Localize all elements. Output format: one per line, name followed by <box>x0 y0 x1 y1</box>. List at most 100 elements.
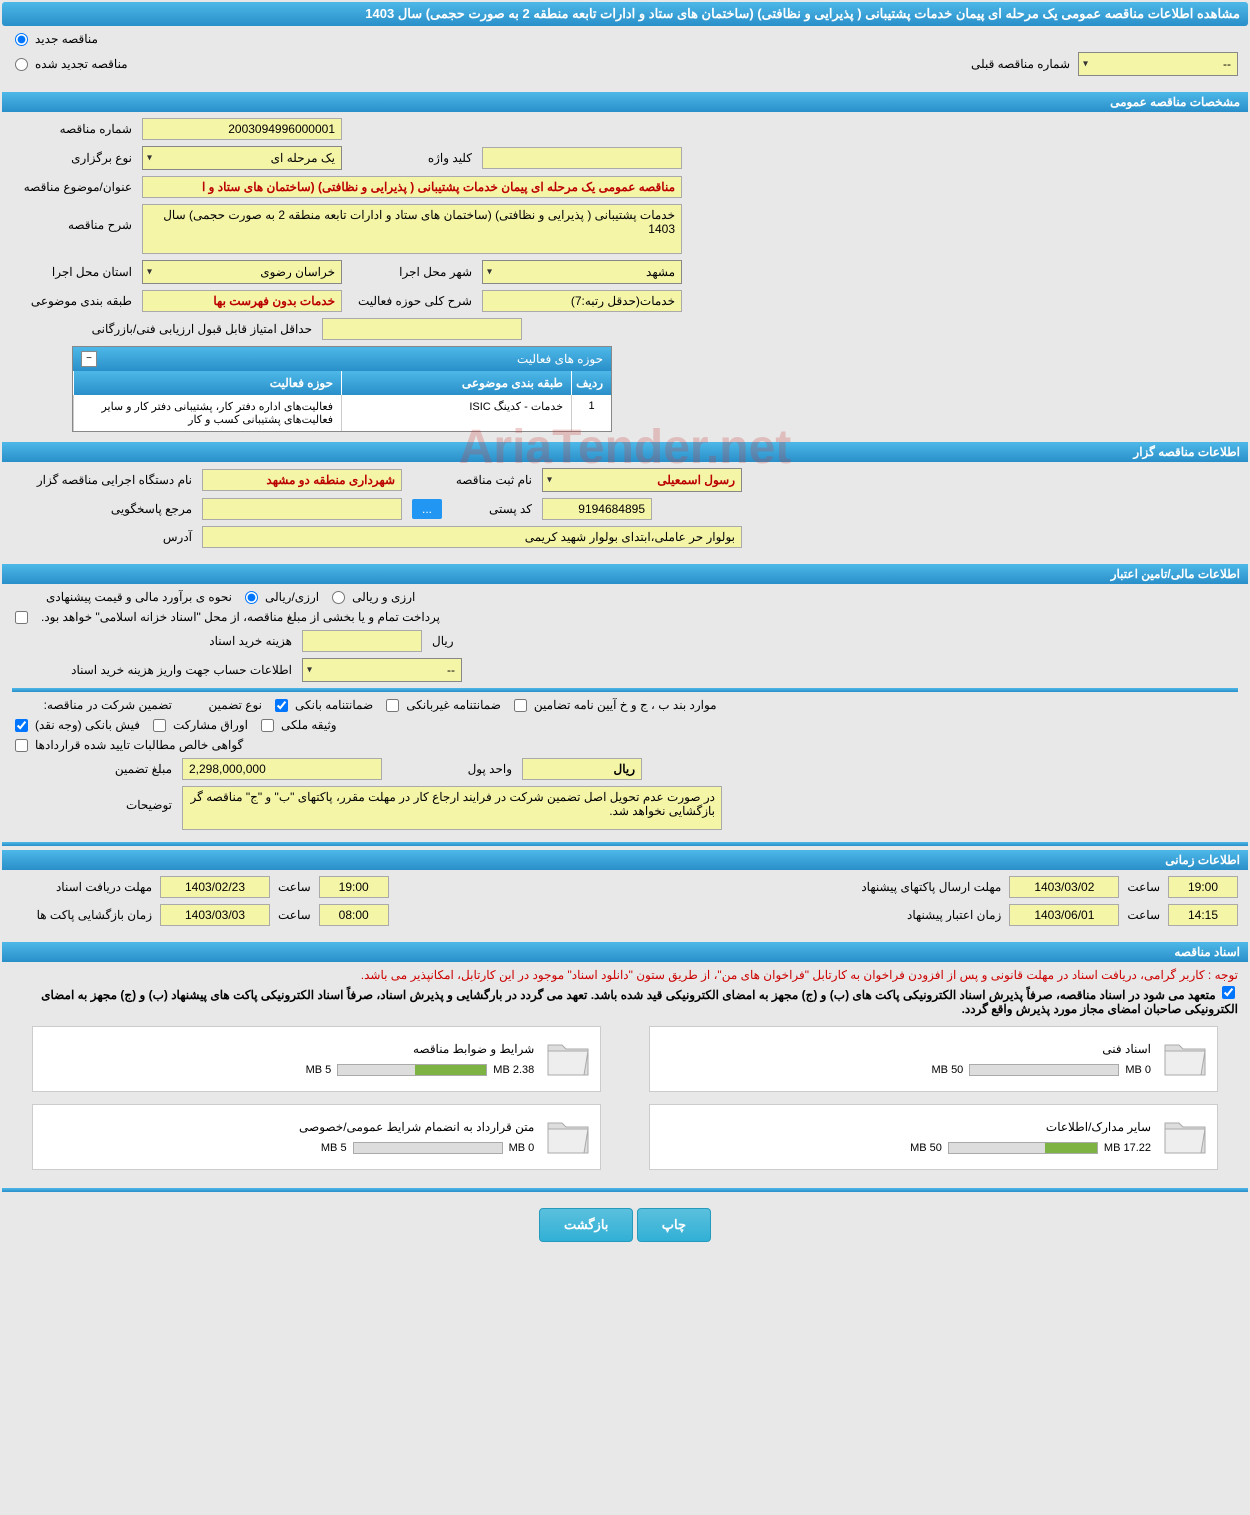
time-label-1: ساعت <box>278 880 311 894</box>
validity-time-field: 14:15 <box>1168 904 1238 926</box>
opening-label: زمان بازگشایی پاکت ها <box>12 908 152 922</box>
doc-used: 17.22 MB <box>1104 1142 1151 1154</box>
folder-icon <box>544 1035 592 1083</box>
radio-currency[interactable]: ارزی و ریالی <box>329 590 415 604</box>
keyword-field[interactable] <box>482 147 682 169</box>
account-info-select[interactable]: -- ▾ <box>302 658 462 682</box>
validity-date-field: 1403/06/01 <box>1009 904 1119 926</box>
holding-type-label: نوع برگزاری <box>12 151 132 165</box>
time-label-2: ساعت <box>1127 880 1160 894</box>
notes-label: توضیحات <box>12 786 172 812</box>
td-area: فعالیت‌های اداره دفتر کار، پشتیبانی دفتر… <box>73 395 341 431</box>
city-select[interactable]: مشهد ▾ <box>482 260 682 284</box>
previous-number-value: -- <box>1223 57 1231 71</box>
opt-rial-label: ارزی/ریالی <box>265 590 319 604</box>
min-score-field[interactable] <box>322 318 522 340</box>
doc-total: 50 MB <box>910 1142 942 1154</box>
folder-icon <box>1161 1113 1209 1161</box>
reg-name-label: نام ثبت مناقصه <box>412 473 532 487</box>
doc-cost-unit: ریال <box>432 634 454 648</box>
th-row: ردیف <box>571 371 611 395</box>
print-button[interactable]: چاپ <box>637 1208 711 1242</box>
td-classification: خدمات - کدینگ ISIC <box>341 395 571 431</box>
cb-securities[interactable]: اوراق مشارکت <box>150 718 248 732</box>
proposal-time-field: 19:00 <box>1168 876 1238 898</box>
method-label: نحوه ی برآورد مالی و قیمت پیشنهادی <box>12 590 232 604</box>
time-label-4: ساعت <box>1127 908 1160 922</box>
account-info-value: -- <box>447 663 455 677</box>
doc-total: 50 MB <box>932 1064 964 1076</box>
opening-time-field: 08:00 <box>319 904 389 926</box>
org-name-label: نام دستگاه اجرایی مناقصه گزار <box>12 473 192 487</box>
activity-title: حوزه های فعالیت <box>517 352 603 366</box>
cb-cases[interactable]: موارد بند ب ، ج و خ آیین نامه تضامین <box>511 698 717 712</box>
cb-property[interactable]: وثیقه ملکی <box>258 718 337 732</box>
proposal-date-field: 1403/03/02 <box>1009 876 1119 898</box>
radio-renewed-tender[interactable]: مناقصه تجدید شده <box>12 57 128 71</box>
previous-number-select[interactable]: -- ▾ <box>1078 52 1238 76</box>
money-unit-label: واحد پول <box>392 762 512 776</box>
td-row: 1 <box>571 395 611 431</box>
activity-desc-label: شرح کلی حوزه فعالیت <box>352 294 472 308</box>
notes-field: در صورت عدم تحویل اصل تضمین شرکت در فرای… <box>182 786 722 830</box>
subject-field: مناقصه عمومی یک مرحله ای پیمان خدمات پشت… <box>142 176 682 198</box>
th-area: حوزه فعالیت <box>73 371 341 395</box>
province-select[interactable]: خراسان رضوی ▾ <box>142 260 342 284</box>
doc-card-1[interactable]: شرایط و ضوابط مناقصه 2.38 MB 5 MB <box>32 1026 601 1092</box>
doc-card-2[interactable]: اسناد فنی 0 MB 50 MB <box>649 1026 1218 1092</box>
section-general: مشخصات مناقصه عمومی <box>2 92 1248 112</box>
doc-total: 5 MB <box>321 1142 347 1154</box>
cb-nonbank[interactable]: ضمانتنامه غیربانکی <box>383 698 501 712</box>
activity-desc-field: خدمات(حدقل رتبه:7) <box>482 290 682 312</box>
cb-cash[interactable]: فیش بانکی (وجه نقد) <box>12 718 140 732</box>
doc-card-3[interactable]: متن قرارداد به انضمام شرایط عمومی/خصوصی … <box>32 1104 601 1170</box>
doc-receive-date-field: 1403/02/23 <box>160 876 270 898</box>
time-label-3: ساعت <box>278 908 311 922</box>
back-button[interactable]: بازگشت <box>539 1208 633 1242</box>
guarantee-type-label: نوع تضمین <box>182 698 262 712</box>
guarantee-participation-label: تضمین شرکت در مناقصه: <box>12 698 172 712</box>
minimize-button[interactable]: − <box>81 351 97 367</box>
doc-card-4[interactable]: سایر مدارک/اطلاعات 17.22 MB 50 MB <box>649 1104 1218 1170</box>
chevron-down-icon: ▾ <box>1083 59 1088 70</box>
payment-note-checkbox[interactable] <box>15 611 28 624</box>
guarantee-amount-field: 2,298,000,000 <box>182 758 382 780</box>
city-value: مشهد <box>646 265 675 279</box>
activity-table-header: ردیف طبقه بندی موضوعی حوزه فعالیت <box>73 371 611 395</box>
doc-total: 5 MB <box>306 1064 332 1076</box>
province-label: استان محل اجرا <box>12 265 132 279</box>
guarantee-amount-label: مبلغ تضمین <box>12 762 172 776</box>
doc-title: شرایط و ضوابط مناقصه <box>41 1042 534 1056</box>
section-documents: اسناد مناقصه <box>2 942 1248 962</box>
chevron-down-icon: ▾ <box>307 665 312 676</box>
doc-cost-label: هزینه خرید اسناد <box>12 634 292 648</box>
doc-cost-field[interactable] <box>302 630 422 652</box>
address-label: آدرس <box>12 530 192 544</box>
cb-certificate[interactable]: گواهی خالص مطالبات تایید شده قراردادها <box>12 738 243 752</box>
org-name-field: شهرداری منطقه دو مشهد <box>202 469 402 491</box>
doc-progress <box>948 1142 1098 1154</box>
validity-label: زمان اعتبار پیشنهاد <box>831 908 1001 922</box>
radio-new-tender[interactable]: مناقصه جدید <box>12 32 98 46</box>
response-label: مرجع پاسخگویی <box>12 502 192 516</box>
postal-code-field: 9194684895 <box>542 498 652 520</box>
chevron-down-icon: ▾ <box>147 267 152 278</box>
reg-name-select[interactable]: رسول اسمعیلی ▾ <box>542 468 742 492</box>
dots-button[interactable]: ... <box>412 499 442 519</box>
response-field[interactable] <box>202 498 402 520</box>
description-field: خدمات پشتیبانی ( پذیرایی و نظافتی) (ساخت… <box>142 204 682 254</box>
holding-type-select[interactable]: یک مرحله ای ▾ <box>142 146 342 170</box>
province-value: خراسان رضوی <box>260 265 335 279</box>
activity-table-row: 1 خدمات - کدینگ ISIC فعالیت‌های اداره دف… <box>73 395 611 431</box>
doc-used: 0 MB <box>509 1142 535 1154</box>
cb-bank[interactable]: ضمانتنامه بانکی <box>272 698 373 712</box>
radio-renewed-label: مناقصه تجدید شده <box>35 57 128 71</box>
keyword-label: کلید واژه <box>352 151 472 165</box>
notice-checkbox[interactable] <box>1222 986 1235 999</box>
doc-title: سایر مدارک/اطلاعات <box>658 1120 1151 1134</box>
doc-progress <box>969 1064 1119 1076</box>
notice-red: توجه : کاربر گرامی، دریافت اسناد در مهلت… <box>361 968 1238 982</box>
doc-receive-time-field: 19:00 <box>319 876 389 898</box>
radio-rial[interactable]: ارزی/ریالی <box>242 590 319 604</box>
folder-icon <box>544 1113 592 1161</box>
